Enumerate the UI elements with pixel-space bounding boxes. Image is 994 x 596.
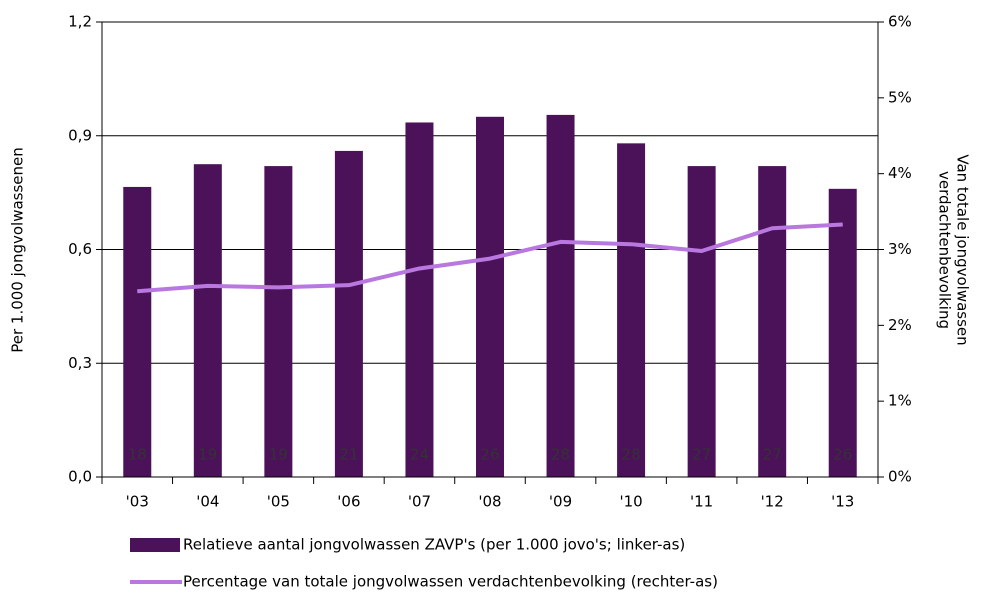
x-tick-label: '13 — [831, 493, 854, 511]
bar — [123, 186, 152, 477]
bar-label: 24 — [410, 446, 429, 464]
x-tick-label: '07 — [408, 493, 431, 511]
y2-tick-label: 4% — [888, 164, 912, 182]
x-tick-label: '12 — [761, 493, 784, 511]
legend-swatch — [130, 538, 180, 552]
bar — [758, 166, 787, 478]
x-tick-label: '11 — [690, 493, 713, 511]
line — [137, 222, 843, 294]
x-tick-label: '03 — [126, 493, 149, 511]
x-tick-label: '08 — [478, 493, 501, 511]
y2-tick-label: 2% — [888, 316, 912, 334]
x-tick-label: '05 — [267, 493, 290, 511]
y2-tick-label: 0% — [888, 468, 912, 486]
bar — [193, 164, 222, 477]
bar — [828, 188, 857, 478]
bar — [546, 114, 575, 477]
x-tick-label: '06 — [337, 493, 360, 511]
bar — [476, 116, 504, 478]
y-axis-label: Per 1.000 jongvolwassenen — [9, 147, 27, 353]
y2-tick-label: 3% — [888, 240, 912, 258]
y-tick-label: 0,6 — [68, 240, 92, 258]
y-tick-label: 0,9 — [68, 126, 92, 144]
y2-tick-label: 5% — [888, 88, 912, 106]
x-tick-label: '04 — [196, 493, 219, 511]
bar — [405, 122, 434, 478]
bar-label: 19 — [198, 446, 217, 464]
bar-label: 27 — [763, 446, 782, 464]
bar-label: 27 — [692, 446, 711, 464]
bar-label: 26 — [833, 446, 852, 464]
y2-tick-label: 6% — [888, 13, 912, 31]
bar — [687, 166, 716, 478]
y2-axis-label: verdachtenbevolking — [936, 171, 954, 329]
bar-label: 28 — [551, 446, 570, 464]
bar-label: 26 — [480, 446, 499, 464]
y2-axis-label: Van totale jongvolwassen — [954, 154, 972, 345]
bar-label: 19 — [269, 446, 288, 464]
bar-label: 28 — [622, 446, 641, 464]
y-tick-label: 0,3 — [68, 354, 92, 372]
y-tick-label: 1,2 — [68, 13, 92, 31]
bar — [334, 150, 363, 477]
bar — [264, 166, 293, 478]
legend-label: Percentage van totale jongvolwassen verd… — [183, 573, 718, 591]
x-tick-label: '10 — [619, 493, 642, 511]
x-tick-label: '09 — [549, 493, 572, 511]
bar-label: 18 — [128, 446, 147, 464]
legend-label: Relatieve aantal jongvolwassen ZAVP's (p… — [183, 536, 685, 554]
bar-label: 21 — [339, 446, 358, 464]
bar — [617, 143, 646, 478]
y-tick-label: 0,0 — [68, 468, 92, 486]
y2-tick-label: 1% — [888, 392, 912, 410]
